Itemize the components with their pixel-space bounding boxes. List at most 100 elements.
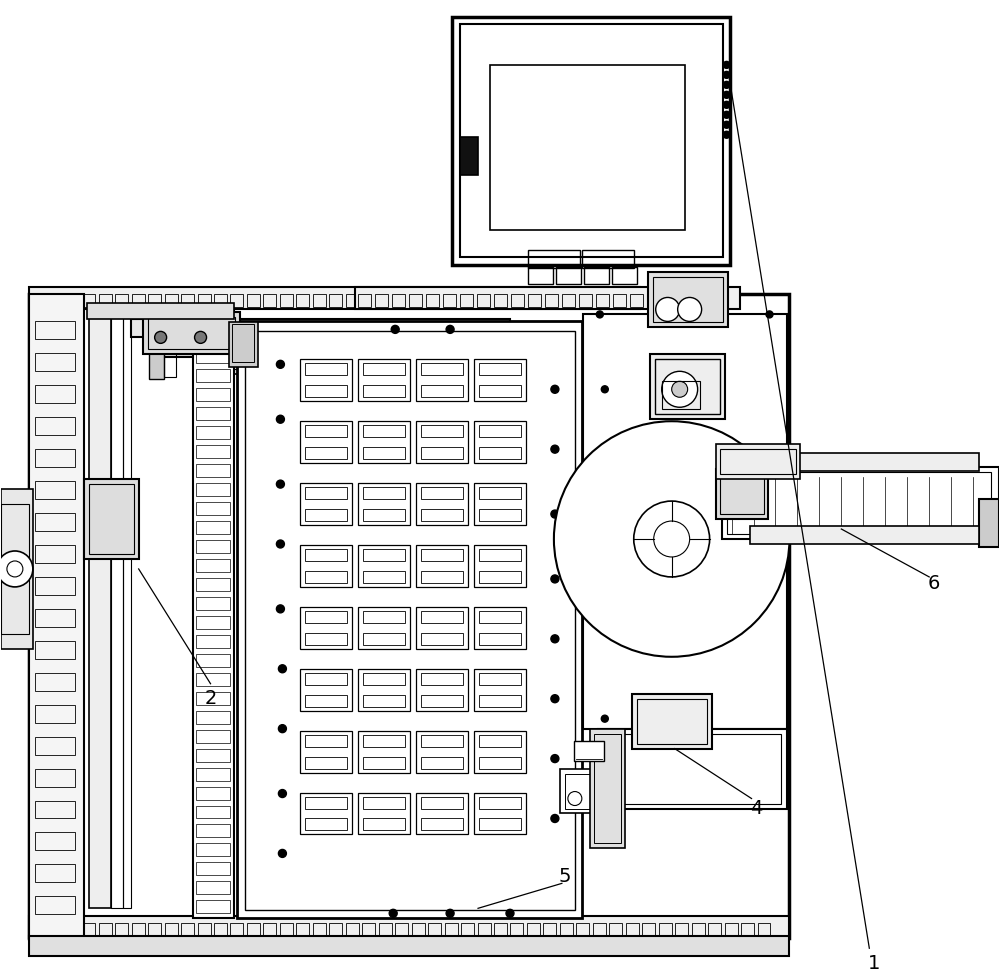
- Bar: [358, 545, 410, 587]
- Circle shape: [551, 575, 559, 583]
- Circle shape: [601, 386, 608, 393]
- Bar: [479, 385, 521, 397]
- Bar: [460, 136, 478, 175]
- Bar: [593, 923, 606, 936]
- Bar: [416, 421, 468, 463]
- Bar: [632, 694, 712, 749]
- Bar: [604, 733, 781, 803]
- Bar: [247, 923, 260, 936]
- Bar: [196, 749, 230, 761]
- Bar: [66, 294, 79, 307]
- Bar: [305, 757, 347, 768]
- Circle shape: [672, 381, 688, 397]
- Bar: [296, 294, 309, 307]
- Circle shape: [723, 71, 730, 78]
- Bar: [445, 294, 458, 307]
- Circle shape: [723, 111, 730, 118]
- Circle shape: [195, 332, 207, 343]
- Circle shape: [662, 371, 698, 408]
- Bar: [358, 730, 410, 772]
- Bar: [196, 616, 230, 629]
- Bar: [33, 294, 46, 307]
- Bar: [590, 728, 625, 848]
- Bar: [474, 421, 526, 463]
- Bar: [165, 294, 178, 307]
- Bar: [626, 923, 639, 936]
- Bar: [181, 923, 194, 936]
- Bar: [494, 923, 507, 936]
- Bar: [479, 509, 521, 521]
- Bar: [421, 673, 463, 684]
- Bar: [164, 347, 176, 377]
- Bar: [479, 695, 521, 707]
- Bar: [421, 611, 463, 623]
- Bar: [196, 863, 230, 876]
- Bar: [579, 294, 592, 307]
- Bar: [477, 294, 490, 307]
- Bar: [741, 923, 754, 936]
- Bar: [123, 309, 131, 909]
- Bar: [305, 364, 347, 375]
- Bar: [494, 294, 507, 307]
- Circle shape: [678, 297, 702, 322]
- Bar: [598, 728, 787, 808]
- Bar: [576, 923, 589, 936]
- Bar: [720, 474, 764, 514]
- Bar: [355, 288, 740, 309]
- Bar: [305, 488, 347, 499]
- Bar: [305, 673, 347, 684]
- Circle shape: [654, 521, 690, 557]
- Circle shape: [634, 501, 710, 577]
- Bar: [196, 426, 230, 439]
- Bar: [426, 294, 439, 307]
- Bar: [305, 734, 347, 747]
- Bar: [716, 469, 768, 519]
- Bar: [230, 344, 275, 370]
- Bar: [196, 350, 230, 364]
- Bar: [305, 425, 347, 437]
- Bar: [358, 483, 410, 525]
- Bar: [511, 294, 524, 307]
- Bar: [237, 322, 582, 918]
- Bar: [630, 294, 643, 307]
- Bar: [363, 797, 405, 808]
- Bar: [198, 923, 211, 936]
- Bar: [363, 818, 405, 831]
- Bar: [263, 294, 276, 307]
- Bar: [416, 545, 468, 587]
- Bar: [979, 499, 999, 547]
- Bar: [35, 353, 75, 371]
- Bar: [479, 734, 521, 747]
- Bar: [35, 705, 75, 722]
- Bar: [395, 294, 408, 307]
- Bar: [479, 797, 521, 808]
- Bar: [196, 502, 230, 515]
- Bar: [329, 294, 342, 307]
- Circle shape: [446, 326, 454, 333]
- Bar: [35, 545, 75, 563]
- Bar: [35, 608, 75, 627]
- Bar: [193, 309, 234, 918]
- Bar: [196, 881, 230, 894]
- Text: 4: 4: [750, 799, 763, 818]
- Bar: [82, 923, 95, 936]
- Bar: [358, 421, 410, 463]
- Bar: [479, 488, 521, 499]
- Bar: [648, 272, 728, 328]
- Bar: [460, 24, 723, 256]
- Circle shape: [278, 849, 286, 857]
- Bar: [300, 669, 352, 711]
- Bar: [363, 571, 405, 583]
- Bar: [479, 571, 521, 583]
- Bar: [662, 381, 700, 410]
- Bar: [82, 294, 95, 307]
- Circle shape: [568, 792, 582, 805]
- Bar: [596, 294, 609, 307]
- Bar: [479, 818, 521, 831]
- Circle shape: [596, 730, 603, 737]
- Bar: [196, 711, 230, 723]
- Bar: [35, 577, 75, 595]
- Circle shape: [554, 421, 789, 657]
- Bar: [358, 669, 410, 711]
- Bar: [560, 768, 615, 813]
